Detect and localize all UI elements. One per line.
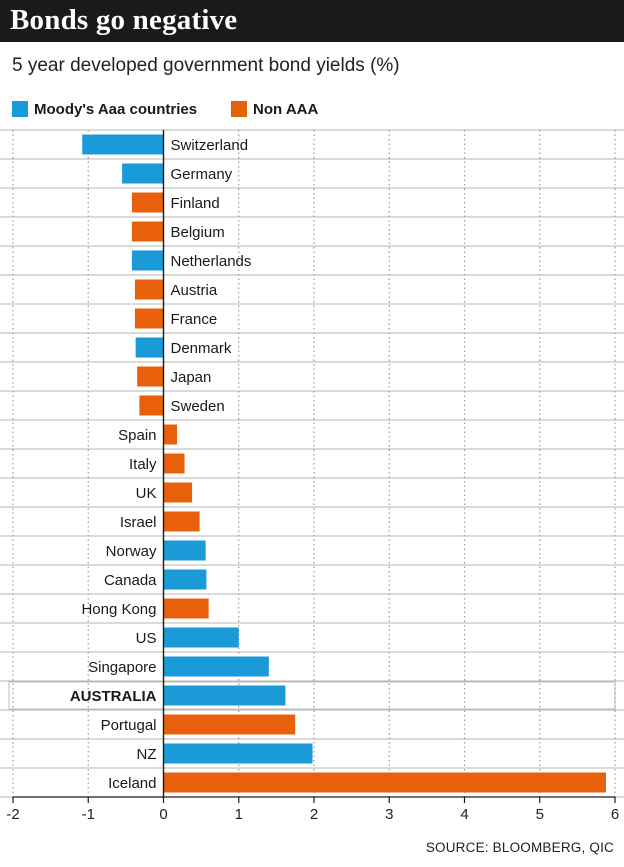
bar-australia [163,685,286,706]
title-bar: Bonds go negative [0,0,624,42]
chart-area: Switzerland Germany Finland Belgium Netherla… [0,127,624,827]
category-label: NZ [137,746,157,763]
bar-italy [163,453,185,474]
source-note: SOURCE: BLOOMBERG, QIC [425,840,614,855]
bar-finland [131,192,164,213]
category-label: Austria [171,282,218,299]
bar-spain [163,424,178,445]
bar-austria [134,279,164,300]
category-label: Japan [171,369,212,386]
legend-label-aaa: Moody's Aaa countries [34,100,198,118]
category-label: US [136,630,157,647]
bar-chart: Switzerland Germany Finland Belgium Netherla… [0,129,624,823]
legend-item-non-aaa: Non AAA [231,101,318,118]
bar-canada [163,569,207,590]
x-tick-label: -1 [82,806,95,823]
category-label: Denmark [171,340,232,357]
bar-japan [137,366,164,387]
category-label: Norway [106,543,157,560]
bar-us [163,627,239,648]
bar-belgium [131,221,164,242]
x-tick-label: 2 [310,806,318,823]
bar-hong-kong [163,598,209,619]
category-label: Portugal [101,717,157,734]
category-label: Finland [171,195,220,212]
category-label: Hong Kong [81,601,156,618]
category-label: Iceland [108,775,156,792]
legend-swatch-non-aaa [231,101,248,117]
bar-denmark [135,337,164,358]
x-tick-label: 3 [385,806,393,823]
bar-germany [122,163,164,184]
x-tick-label: 1 [235,806,243,823]
legend-item-aaa: Moody's Aaa countries [12,101,197,118]
category-label: Singapore [88,659,156,676]
x-tick-label: 5 [536,806,544,823]
legend-label-non-aaa: Non AAA [253,100,319,118]
category-label: Sweden [171,398,225,415]
category-label: France [171,311,218,328]
x-tick-label: -2 [6,806,19,823]
bar-israel [163,511,200,532]
category-label: AUSTRALIA [70,688,157,705]
bar-iceland [163,772,606,793]
chart-subtitle: 5 year developed government bond yields … [12,55,400,76]
bar-norway [163,540,206,561]
category-label: UK [136,485,157,502]
category-label: Canada [104,572,157,589]
legend: Moody's Aaa countries Non AAA [12,98,352,120]
highlight-row-band [8,681,616,710]
legend-swatch-aaa [12,101,28,117]
category-label: Switzerland [171,137,249,154]
x-tick-label: 0 [159,806,167,823]
bar-nz [163,743,313,764]
category-label: Netherlands [171,253,252,270]
bar-france [134,308,164,329]
bar-portugal [163,714,296,735]
x-tick-label: 4 [460,806,468,823]
bar-switzerland [82,134,164,155]
bar-singapore [163,656,269,677]
bar-netherlands [131,250,164,271]
bar-sweden [139,395,164,416]
category-label: Israel [120,514,157,531]
category-label: Spain [118,427,156,444]
x-tick-label: 6 [611,806,619,823]
chart-title: Bonds go negative [10,4,238,36]
category-label: Italy [129,456,157,473]
category-label: Belgium [171,224,225,241]
bar-uk [163,482,193,503]
category-label: Germany [171,166,233,183]
